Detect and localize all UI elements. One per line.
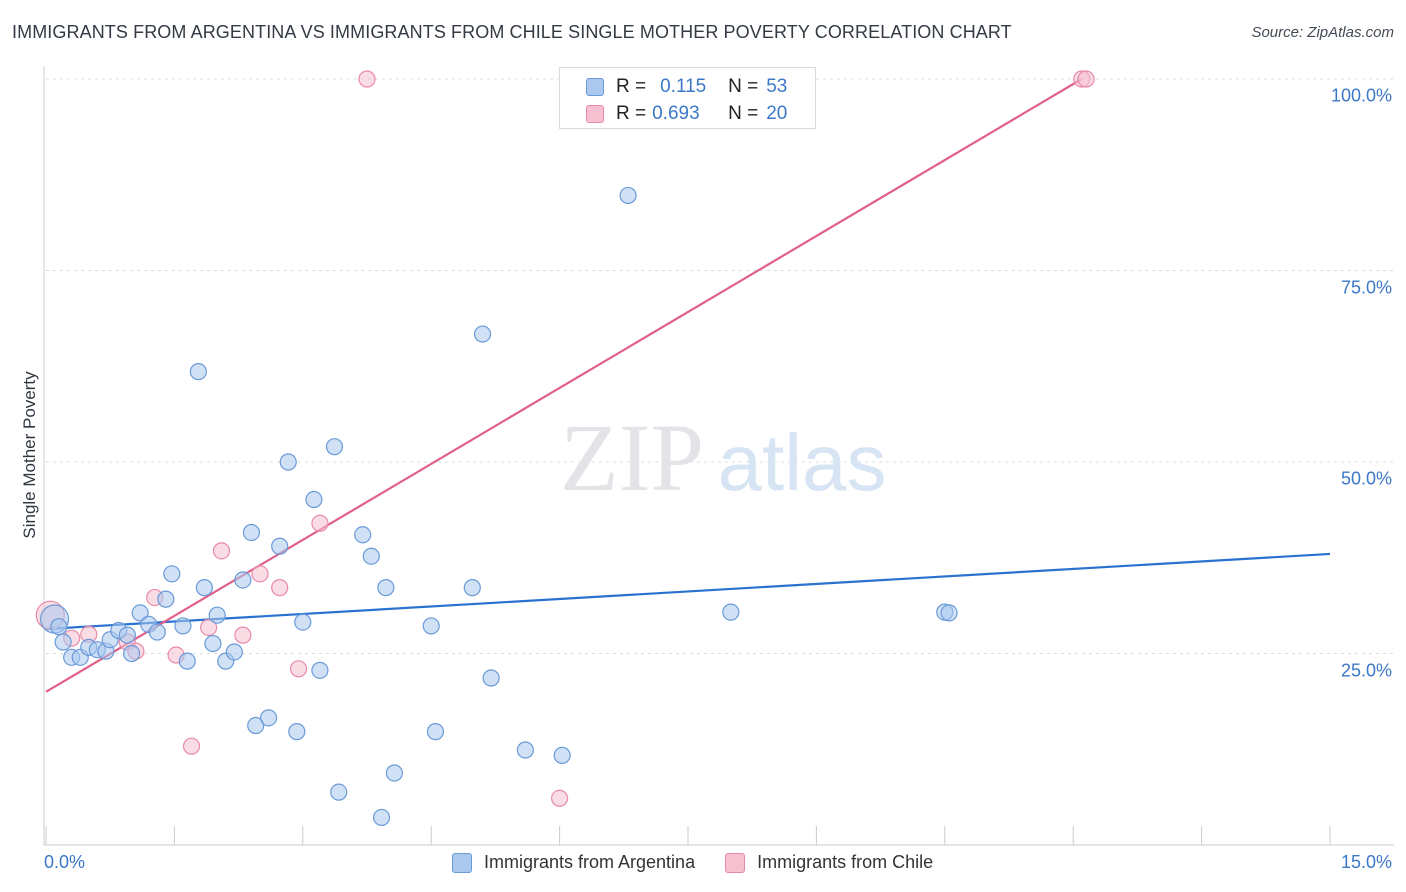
argentina-trendline xyxy=(45,552,1331,631)
watermark-atlas: atlas xyxy=(718,418,887,507)
argentina-point xyxy=(279,453,297,471)
argentina-point xyxy=(385,764,403,782)
watermark-zip: ZIP xyxy=(560,404,704,511)
argentina-swatch xyxy=(586,78,604,96)
argentina-point xyxy=(372,808,391,827)
y-tick-label: 50.0% xyxy=(1340,468,1392,489)
chile-point xyxy=(550,789,569,807)
argentina-point xyxy=(619,186,637,205)
y-tick-label: 100.0% xyxy=(1330,85,1392,106)
source-label: Source: ZipAtlas.com xyxy=(1251,24,1394,41)
chile-point xyxy=(212,542,231,560)
x-tick-label-min: 0.0% xyxy=(44,852,86,872)
chile-legend-label: Immigrants from Chile xyxy=(757,852,934,872)
argentina-point xyxy=(305,490,323,509)
watermark: ZIP atlas xyxy=(560,404,886,511)
argentina-point xyxy=(204,634,222,653)
argentina-point xyxy=(325,438,344,456)
argentina-point xyxy=(50,618,68,636)
argentina-point xyxy=(516,741,534,759)
point-layer xyxy=(35,70,1095,827)
legend-n-label: N = xyxy=(728,103,759,124)
argentina-point xyxy=(54,633,72,651)
argentina-point xyxy=(311,661,329,679)
argentina-point xyxy=(330,783,348,801)
argentina-point xyxy=(473,325,492,343)
axis-layer xyxy=(43,66,1394,846)
legend-r-label: R = xyxy=(616,103,647,124)
legend-row-argentina: R = 0.115 N = 53 xyxy=(586,75,787,99)
legend-r-value: 0.693 xyxy=(652,103,700,124)
chile-point xyxy=(1077,70,1095,88)
correlation-legend: R = 0.115 N = 53 R = 0.693 N = 20 xyxy=(559,67,816,129)
argentina-point xyxy=(722,603,740,621)
chile-point xyxy=(251,565,269,583)
chile-legend-swatch xyxy=(725,852,746,873)
argentina-point xyxy=(259,709,278,727)
argentina-point xyxy=(225,643,243,661)
chile-point xyxy=(234,626,252,644)
legend-n-value: 20 xyxy=(766,103,788,124)
legend-n-value: 53 xyxy=(766,76,788,97)
trend-layer xyxy=(45,78,1331,693)
chile-swatch xyxy=(586,105,604,123)
argentina-point xyxy=(178,652,196,670)
argentina-point xyxy=(553,746,571,764)
argentina-point xyxy=(157,590,175,608)
argentina-point xyxy=(123,644,141,663)
y-tick-label: 25.0% xyxy=(1340,660,1392,680)
argentina-point xyxy=(377,579,395,597)
chile-point xyxy=(358,70,376,88)
x-tick-label-max: 15.0% xyxy=(1340,852,1392,872)
legend-item-argentina[interactable]: Immigrants from Argentina xyxy=(452,852,695,873)
argentina-point xyxy=(247,716,265,735)
argentina-point xyxy=(482,669,500,687)
argentina-point xyxy=(131,604,149,622)
chile-point xyxy=(311,514,329,532)
argentina-point xyxy=(189,363,207,381)
argentina-legend-swatch xyxy=(452,852,472,873)
argentina-point xyxy=(118,626,136,644)
argentina-point xyxy=(242,523,261,542)
series-legend: Immigrants from Argentina Immigrants fro… xyxy=(452,852,963,873)
legend-r-value: 0.115 xyxy=(660,76,707,97)
legend-row-chile: R = 0.693 N = 20 xyxy=(586,102,787,126)
argentina-point xyxy=(148,623,166,641)
argentina-point xyxy=(195,579,213,597)
argentina-point xyxy=(422,617,440,635)
argentina-point xyxy=(288,723,306,741)
argentina-point xyxy=(362,547,380,565)
chile-trendline xyxy=(45,78,1083,693)
argentina-legend-label: Immigrants from Argentina xyxy=(484,852,696,872)
argentina-point xyxy=(354,526,372,544)
argentina-point xyxy=(271,537,289,555)
argentina-point xyxy=(163,565,181,583)
argentina-point xyxy=(174,617,192,635)
legend-item-chile[interactable]: Immigrants from Chile xyxy=(725,852,933,873)
argentina-point xyxy=(463,579,481,597)
y-tick-label: 75.0% xyxy=(1340,277,1392,297)
chile-point xyxy=(289,660,308,678)
chart-title: IMMIGRANTS FROM ARGENTINA VS IMMIGRANTS … xyxy=(12,22,1012,42)
argentina-point xyxy=(426,723,445,741)
argentina-point xyxy=(234,571,252,589)
legend-n-label: N = xyxy=(728,76,759,97)
grid-layer xyxy=(46,78,1394,654)
argentina-point xyxy=(208,606,226,624)
argentina-point xyxy=(940,604,958,622)
chile-point xyxy=(200,618,218,637)
legend-r-label: R = xyxy=(616,76,647,97)
argentina-point xyxy=(294,613,312,631)
chile-point xyxy=(182,737,201,755)
chile-point xyxy=(271,579,289,597)
